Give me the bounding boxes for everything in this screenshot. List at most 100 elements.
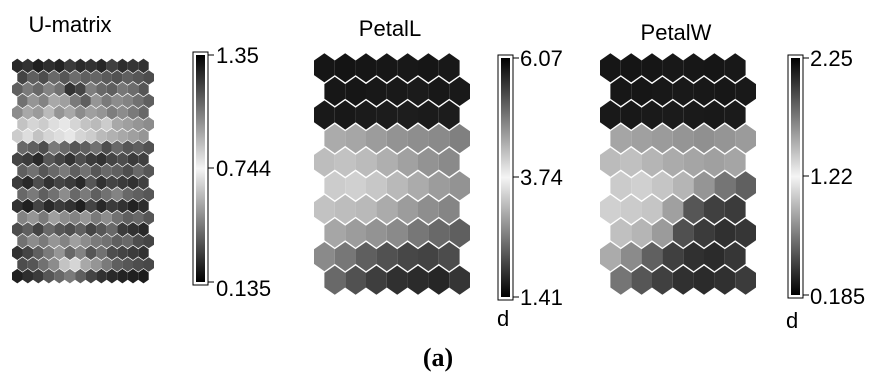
petall-hex-cell: [438, 53, 460, 83]
petalw-hex-cell: [724, 194, 746, 224]
petall-hex-cell: [345, 265, 366, 295]
petalw-hex-cell: [683, 100, 704, 130]
petalw-hex-cell: [672, 265, 694, 295]
umatrix-tick-mid: 0.744: [216, 156, 271, 181]
umatrix-hex-cell: [59, 93, 70, 109]
umatrix-hex-cell: [96, 175, 107, 190]
umatrix-hex-cell: [22, 105, 33, 120]
umatrix-hex-cell: [85, 58, 97, 74]
umatrix-hex-cell: [106, 175, 118, 190]
petalw-hex-cell: [631, 265, 652, 295]
umatrix-hex-cell: [122, 93, 133, 109]
umatrix-hex-cell: [85, 82, 97, 97]
umatrix-hex-cell: [64, 58, 76, 74]
petalw-hex-cell: [652, 76, 673, 106]
umatrix-hex-cell: [75, 268, 86, 284]
umatrix-hex-cell: [80, 257, 91, 272]
umatrix-hex-cell: [90, 70, 102, 85]
umatrix-hex-cell: [38, 257, 49, 272]
petall-hex-cell: [366, 218, 387, 248]
umatrix-hex-cell: [111, 117, 123, 132]
petall-hex-cell: [345, 76, 366, 106]
umatrix-hex-cell: [48, 163, 60, 179]
umatrix-hex-cell: [133, 257, 144, 272]
petall-hex-grid: [314, 53, 470, 295]
umatrix-hex-cell: [17, 93, 28, 109]
petalw-hex-cell: [610, 76, 632, 106]
umatrix-hex-cell: [48, 233, 60, 249]
petall-hex-cell: [355, 194, 377, 224]
umatrix-hex-cell: [138, 105, 149, 120]
umatrix-hex-cell: [127, 152, 139, 167]
petalw-hex-cell: [693, 124, 715, 154]
umatrix-hex-cell: [117, 128, 128, 144]
umatrix-hex-cell: [133, 117, 144, 132]
petall-hex-cell: [386, 76, 408, 106]
umatrix-hex-cell: [43, 222, 55, 237]
umatrix-hex-cell: [22, 268, 33, 284]
umatrix-hex-cell: [106, 82, 118, 97]
petalw-hex-cell: [631, 218, 652, 248]
petall-hex-cell: [449, 76, 470, 106]
petall-hex-cell: [386, 265, 408, 295]
petall-hex-cell: [324, 218, 346, 248]
petall-hex-cell: [397, 242, 418, 272]
umatrix-hex-cell: [133, 93, 144, 109]
petalw-hex-cell: [641, 53, 663, 83]
petalw-hex-cell: [600, 100, 621, 130]
petall-hex-cell: [428, 171, 450, 201]
umatrix-hex-cell: [12, 128, 23, 144]
petalw-hex-cell: [600, 147, 621, 177]
umatrix-hex-cell: [133, 210, 144, 225]
petall-hex-cell: [345, 218, 366, 248]
umatrix-hex-cell: [90, 257, 102, 272]
umatrix-hex-cell: [85, 268, 97, 284]
petalw-hex-cell: [693, 171, 715, 201]
umatrix-hex-cell: [27, 233, 39, 249]
umatrix-hex-cell: [69, 233, 81, 249]
umatrix-colorbar: 1.35 0.744 0.135: [192, 43, 271, 301]
umatrix-hex-cell: [33, 222, 44, 237]
umatrix-hex-cell: [101, 257, 112, 272]
umatrix-hex-cell: [33, 128, 44, 144]
umatrix-panel: U-matrix 1.35 0.744 0.135: [12, 12, 271, 301]
umatrix-hex-cell: [69, 117, 81, 132]
umatrix-hex-cell: [127, 198, 139, 214]
umatrix-hex-cell: [17, 140, 28, 155]
petall-hex-cell: [376, 100, 398, 130]
petall-hex-cell: [314, 100, 335, 130]
petall-hex-cell: [418, 194, 439, 224]
umatrix-hex-cell: [59, 257, 70, 272]
petalw-hex-cell: [662, 194, 684, 224]
umatrix-hex-cell: [64, 198, 76, 214]
umatrix-hex-cell: [38, 210, 49, 225]
umatrix-hex-cell: [69, 210, 81, 225]
umatrix-hex-cell: [106, 222, 118, 237]
umatrix-tick-max: 1.35: [216, 43, 259, 68]
petalw-hex-cell: [704, 194, 725, 224]
petalw-colorbar: 2.25 1.22 0.185 d: [786, 46, 865, 333]
umatrix-hex-cell: [64, 82, 76, 97]
petalw-hex-cell: [693, 265, 715, 295]
umatrix-hex-cell: [75, 175, 86, 190]
umatrix-hex-cell: [69, 257, 81, 272]
figure-caption: (a): [423, 343, 453, 372]
petall-hex-cell: [449, 218, 470, 248]
umatrix-hex-cell: [138, 128, 149, 144]
petall-colorbar: 6.07 3.74 1.41 d: [497, 46, 563, 331]
umatrix-hex-cell: [12, 58, 23, 74]
petall-hex-cell: [334, 194, 356, 224]
petall-hex-cell: [438, 242, 460, 272]
umatrix-hex-cell: [80, 210, 91, 225]
petalw-hex-cell: [693, 76, 715, 106]
umatrix-hex-cell: [90, 163, 102, 179]
petall-hex-cell: [428, 124, 450, 154]
petalw-tick-min: 0.185: [810, 284, 865, 309]
umatrix-hex-cell: [127, 245, 139, 260]
petall-hex-cell: [428, 218, 450, 248]
petalw-hex-cell: [704, 147, 725, 177]
petall-hex-cell: [345, 124, 366, 154]
umatrix-hex-cell: [96, 82, 107, 97]
umatrix-hex-cell: [133, 140, 144, 155]
petall-hex-cell: [366, 124, 387, 154]
